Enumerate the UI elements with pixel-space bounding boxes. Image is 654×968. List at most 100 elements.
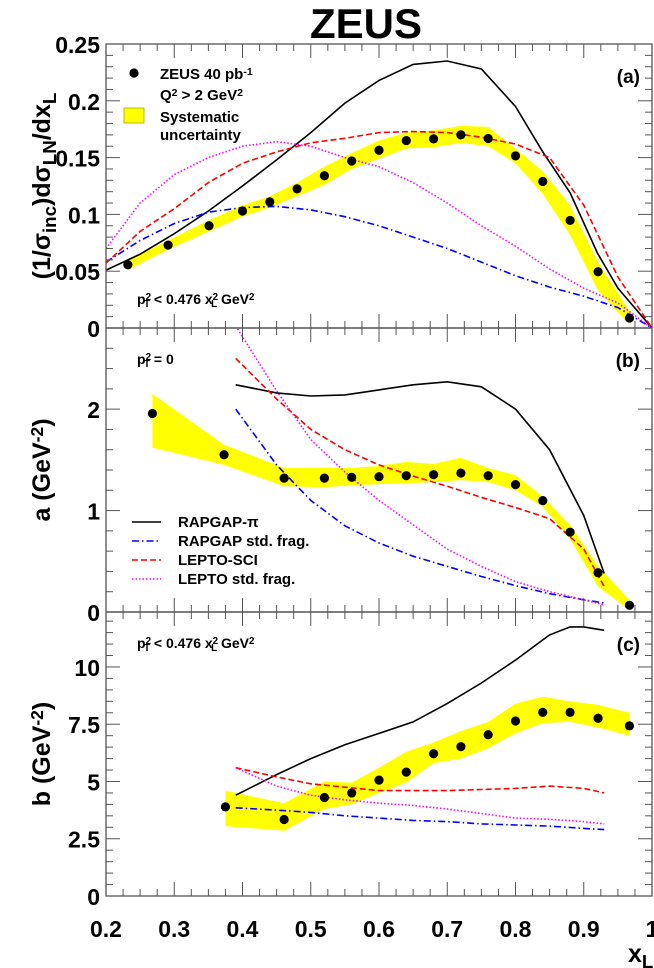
- superscript: 2: [172, 87, 178, 99]
- data-point: [401, 471, 411, 481]
- data-point: [401, 767, 411, 777]
- text-segment: ): [28, 702, 56, 710]
- data-point: [220, 802, 231, 812]
- subscript: inc: [39, 206, 60, 233]
- x-tick-label: 0.3: [158, 916, 190, 942]
- data-point: [593, 568, 603, 578]
- legend-band-label: uncertainty: [160, 127, 242, 144]
- subscript: T: [144, 299, 150, 310]
- text-segment: p: [137, 291, 146, 307]
- legend-label: RAPGAP std. frag.: [178, 533, 309, 550]
- text-segment: ): [28, 418, 56, 426]
- data-point: [401, 135, 411, 146]
- subscript: T: [144, 643, 150, 654]
- data-point: [483, 730, 493, 740]
- chart-title: ZEUS: [310, 0, 422, 47]
- data-point: [237, 206, 248, 216]
- data-point: [429, 470, 439, 480]
- legend-data-cut: Q2 > 2 GeV2: [160, 87, 243, 104]
- panel-tag: (b): [616, 351, 640, 372]
- curve-lepto-std-frag-: [106, 140, 652, 328]
- curve-rapgap-std-frag-: [235, 408, 605, 604]
- data-point: [279, 814, 289, 825]
- x-tick-label: 0.4: [227, 916, 259, 942]
- data-point: [538, 707, 548, 717]
- superscript: -2: [27, 427, 47, 443]
- text-segment: ZEUS 40 pb: [160, 66, 243, 83]
- y-tick-label: 10: [74, 655, 100, 681]
- x-tick-label: 0.7: [431, 916, 463, 942]
- panel-tag: (a): [617, 67, 640, 88]
- y-tick-label: 1: [87, 499, 100, 525]
- curve-rapgap-pi: [235, 626, 605, 796]
- data-point: [565, 215, 575, 226]
- text-segment: x: [628, 940, 642, 968]
- data-point: [565, 707, 575, 717]
- superscript: -2: [27, 710, 47, 726]
- model-curves: [106, 60, 652, 328]
- y-tick-label: 2.5: [68, 827, 100, 853]
- text-segment: a (GeV: [28, 442, 56, 522]
- superscript: 2: [213, 636, 219, 647]
- superscript: 2: [249, 636, 255, 647]
- legend-label: LEPTO std. frag.: [178, 571, 295, 588]
- superscript: 2: [146, 636, 152, 647]
- model-curves: [235, 626, 605, 831]
- data-point: [319, 171, 329, 181]
- y-tick-label: 0: [87, 316, 100, 342]
- subscript: L: [211, 299, 217, 310]
- y-axis-label: (1/σinc)dσLN/dxL: [28, 93, 60, 280]
- panel-tag: (c): [617, 635, 640, 656]
- text-segment: > 2 GeV: [178, 87, 238, 104]
- legend-label: RAPGAP-π: [178, 514, 259, 531]
- text-segment: p: [137, 351, 146, 367]
- x-tick-label: 0.9: [568, 916, 600, 942]
- data-point: [624, 721, 635, 731]
- y-tick-label: 0: [87, 884, 100, 910]
- data-point: [265, 197, 275, 207]
- text-segment: (1/σ: [28, 233, 56, 279]
- data-point: [374, 472, 384, 482]
- superscript: 2: [146, 292, 152, 303]
- cut-annotation: p2 T = 0: [137, 351, 174, 370]
- cut-annotation: p2 T < 0.476 x2 L GeV2: [137, 635, 255, 654]
- panel-frame: [105, 611, 653, 897]
- y-axis-label: a (GeV-2): [27, 418, 56, 521]
- text-segment: = 0: [150, 351, 174, 367]
- data-point: [163, 240, 173, 250]
- data-point: [510, 480, 521, 490]
- x-tick-label: 0.6: [363, 916, 395, 942]
- subscript: T: [144, 359, 150, 370]
- data-point: [123, 260, 133, 270]
- data-point: [510, 716, 521, 726]
- data-point: [456, 468, 466, 478]
- data-point: [319, 473, 329, 483]
- subscript: L: [211, 643, 217, 654]
- curve-rapgap-std-frag-: [235, 807, 605, 831]
- x-axis-label: xL: [628, 940, 653, 968]
- data-point: [292, 184, 302, 194]
- data-point: [347, 788, 357, 798]
- y-tick-label: 0.15: [55, 146, 100, 172]
- subscript: LN: [39, 140, 60, 165]
- subscript: L: [39, 93, 60, 104]
- legend-label: LEPTO-SCI: [178, 552, 258, 569]
- data-point: [456, 130, 466, 140]
- y-tick-label: 0.25: [55, 32, 100, 58]
- data-point: [204, 221, 214, 231]
- y-axis-label: b (GeV-2): [27, 702, 56, 806]
- x-tick-label: 1: [646, 916, 654, 942]
- data-point: [147, 408, 158, 419]
- superscript: 2: [213, 292, 219, 303]
- curve-rapgap-std-frag-: [106, 205, 652, 328]
- data-point: [374, 145, 384, 155]
- text-segment: Q: [160, 87, 172, 104]
- curve-lepto-sci: [106, 130, 652, 328]
- data-point: [593, 713, 603, 723]
- data-point: [483, 471, 493, 481]
- data-point: [319, 792, 329, 803]
- text-segment: < 0.476 x: [150, 291, 213, 307]
- data-point: [565, 527, 575, 537]
- y-tick-label: 2: [87, 397, 100, 423]
